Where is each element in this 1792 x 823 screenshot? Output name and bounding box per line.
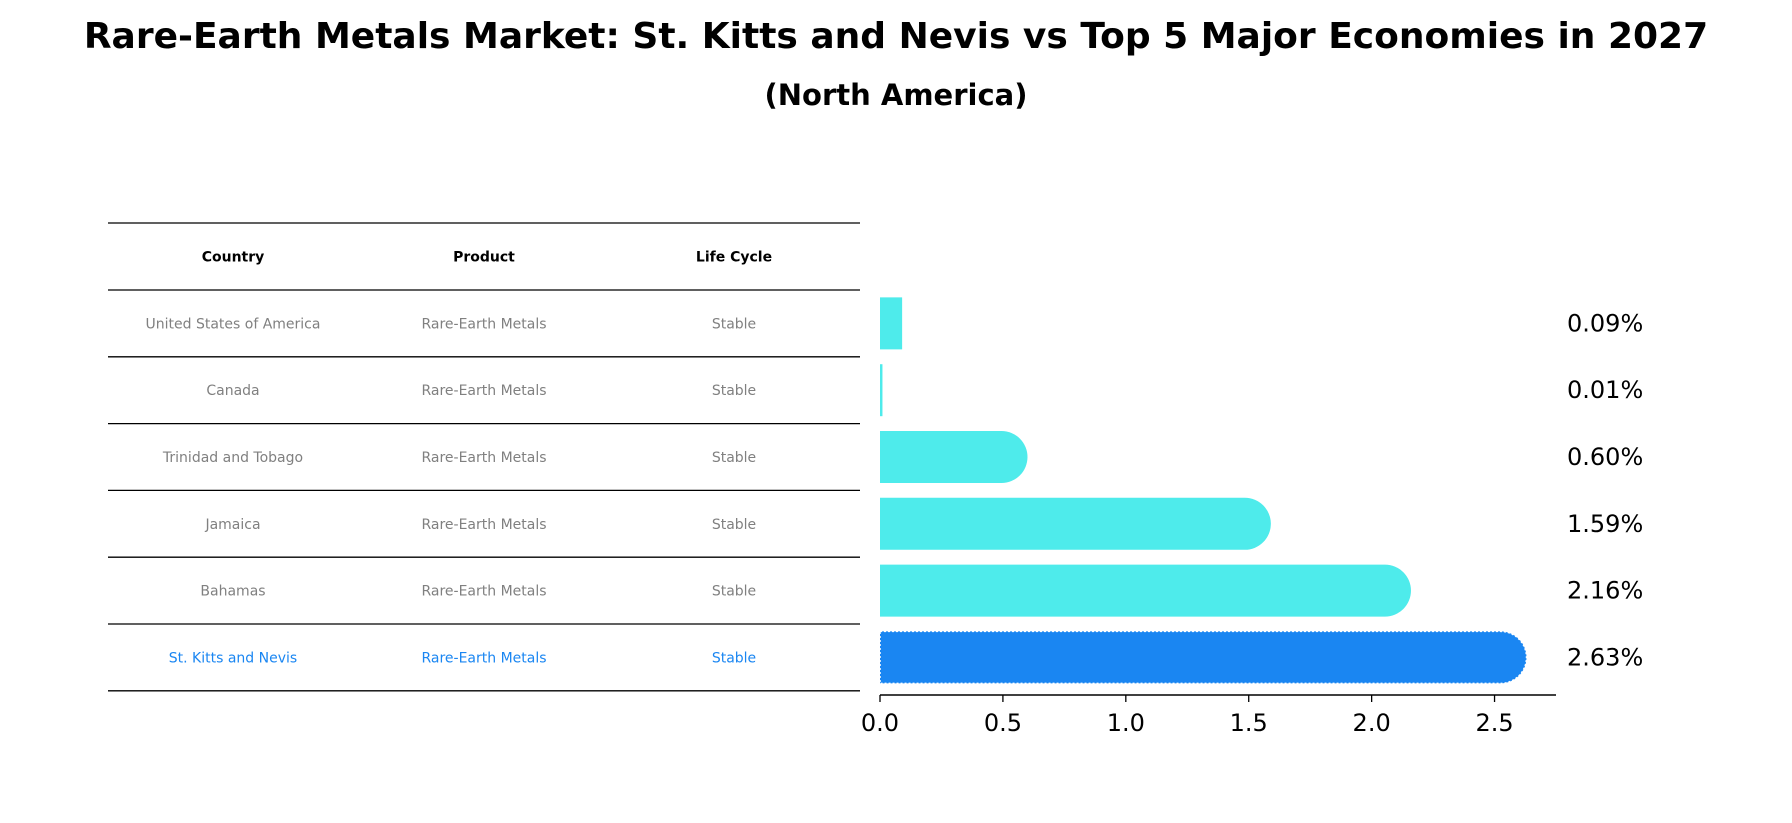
table-cell: Rare-Earth Metals: [421, 450, 546, 466]
table-cell: Stable: [712, 650, 756, 666]
bar: [880, 431, 1028, 483]
x-tick-label: 2.5: [1475, 709, 1513, 737]
table-cell: Trinidad and Tobago: [162, 450, 303, 466]
table-cell: Stable: [712, 383, 756, 399]
x-tick-label: 0.5: [984, 709, 1022, 737]
table-cell: Bahamas: [200, 584, 265, 600]
table-cell: Rare-Earth Metals: [421, 517, 546, 533]
bar: [880, 497, 1271, 550]
bar: [880, 297, 903, 350]
table-header-cell: Country: [202, 250, 265, 266]
x-tick-label: 0.0: [861, 709, 899, 737]
bar-chart: 0.09% 0.01% 0.60% 1.59% 2.16% 2.63%: [879, 297, 1643, 685]
table-cell: United States of America: [146, 316, 321, 332]
bar: [880, 364, 883, 417]
x-tick-label: 2.0: [1353, 709, 1391, 737]
table-cell: Rare-Earth Metals: [421, 316, 546, 332]
table-cell: Rare-Earth Metals: [421, 650, 546, 666]
bar-value-label: 0.60%: [1567, 443, 1643, 471]
table-header-cell: Product: [453, 250, 515, 266]
table-cell: Rare-Earth Metals: [421, 383, 546, 399]
bar: [880, 564, 1411, 617]
bar-value-label: 2.16%: [1567, 577, 1643, 605]
chart-subtitle: (North America): [764, 78, 1028, 112]
table-cell: Stable: [712, 450, 756, 466]
table-cell: Stable: [712, 584, 756, 600]
bar-value-label: 2.63%: [1567, 643, 1643, 671]
bar: [879, 630, 1528, 685]
x-tick-label: 1.0: [1107, 709, 1145, 737]
table-cell: Stable: [712, 517, 756, 533]
x-axis: 0.0 0.5 1.0 1.5 2.0 2.5: [861, 694, 1556, 737]
bar-value-label: 0.09%: [1567, 309, 1643, 337]
chart-title: Rare-Earth Metals Market: St. Kitts and …: [83, 16, 1709, 57]
table-cell: Jamaica: [204, 517, 260, 533]
table-cell: Rare-Earth Metals: [421, 584, 546, 600]
table-cell: Canada: [206, 383, 259, 399]
table-header-cell: Life Cycle: [696, 250, 772, 266]
bar-value-label: 1.59%: [1567, 510, 1643, 538]
table-cell: St. Kitts and Nevis: [169, 650, 297, 666]
x-tick-label: 1.5: [1230, 709, 1268, 737]
table-cell: Stable: [712, 316, 756, 332]
country-table: Country Product Life Cycle United States of…: [108, 222, 860, 692]
bar-value-label: 0.01%: [1567, 376, 1643, 404]
